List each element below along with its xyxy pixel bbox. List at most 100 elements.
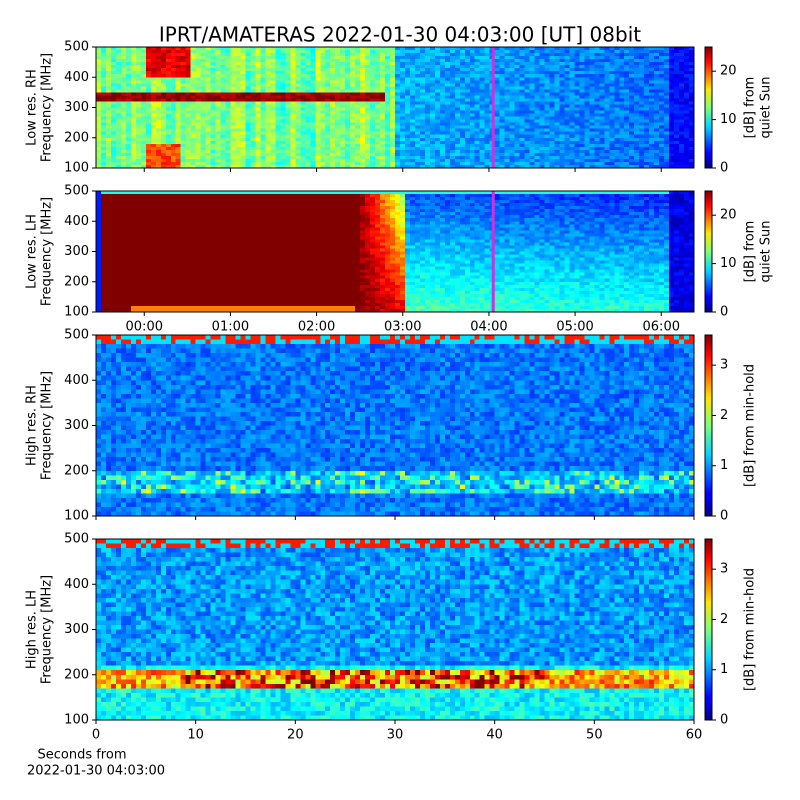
- spectrogram-cell: [230, 65, 236, 69]
- spectrogram-cell: [185, 83, 192, 87]
- spectrogram-cell: [624, 116, 630, 120]
- spectrogram-cell: [429, 98, 436, 102]
- spectrogram-cell: [160, 86, 167, 90]
- spectrogram-cell: [270, 92, 276, 96]
- spectrogram-cell: [399, 77, 406, 81]
- spectrogram-cell: [579, 68, 585, 72]
- spectrogram-cell: [290, 122, 296, 127]
- spectrogram-cell: [345, 131, 351, 136]
- spectrogram-cell: [245, 98, 251, 102]
- spectrogram-cell: [544, 68, 550, 72]
- spectrogram-cell: [190, 110, 197, 114]
- spectrogram-cell: [519, 125, 525, 130]
- spectrogram-cell: [295, 119, 301, 124]
- spectrogram-cell: [320, 122, 326, 127]
- spectrogram-cell: [175, 95, 182, 99]
- spectrogram-cell: [514, 164, 520, 169]
- spectrogram-cell: [310, 131, 316, 136]
- spectrogram-cell: [380, 152, 386, 157]
- spectrogram-cell: [150, 164, 157, 169]
- spectrogram-cell: [165, 122, 172, 127]
- spectrogram-cell: [295, 68, 301, 72]
- spectrogram-cell: [519, 83, 525, 87]
- spectrogram-cell: [414, 65, 421, 69]
- spectrogram-cell: [125, 152, 132, 157]
- spectrogram-cell: [390, 86, 396, 90]
- spectrogram-cell: [539, 95, 545, 99]
- spectrogram-cell: [424, 47, 431, 51]
- spectrogram-cell: [110, 233, 117, 237]
- spectrogram-cell: [429, 65, 436, 69]
- spectrogram-cell: [659, 65, 665, 69]
- spectrogram-cell: [145, 71, 152, 75]
- spectrogram-cell: [115, 110, 122, 114]
- spectrogram-cell: [529, 47, 535, 51]
- spectrogram-cell: [335, 158, 341, 163]
- spectrogram-cell: [370, 149, 376, 154]
- spectrogram-cell: [220, 92, 226, 96]
- spectrogram-cell: [205, 125, 212, 130]
- spectrogram-cell: [529, 164, 535, 169]
- spectrogram-cell: [96, 158, 102, 163]
- spectrogram-cell: [609, 50, 615, 54]
- spectrogram-cell: [320, 80, 326, 84]
- spectrogram-cell: [404, 71, 411, 75]
- spectrogram-cell: [594, 71, 600, 75]
- spectrogram-cell: [669, 95, 675, 99]
- spectrogram-cell: [439, 68, 446, 72]
- spectrogram-cell: [504, 86, 511, 90]
- spectrogram-cell: [629, 86, 635, 90]
- spectrogram-cell: [499, 107, 506, 111]
- spectrogram-cell: [310, 152, 316, 157]
- spectrogram-cell: [250, 131, 256, 136]
- spectrogram-cell: [529, 134, 535, 139]
- spectrogram-cell: [624, 77, 630, 81]
- spectrogram-cell: [155, 101, 162, 105]
- spectrogram-cell: [564, 92, 570, 96]
- spectrogram-cell: [115, 50, 122, 54]
- spectrogram-cell: [599, 143, 605, 148]
- spectrogram-cell: [534, 83, 540, 87]
- spectrogram-cell: [335, 119, 341, 124]
- spectrogram-cell: [614, 140, 620, 145]
- spectrogram-cell: [654, 68, 660, 72]
- spectrogram-cell: [459, 128, 466, 133]
- spectrogram-cell: [270, 110, 276, 114]
- spectrogram-cell: [539, 143, 545, 148]
- spectrogram-cell: [380, 56, 386, 60]
- spectrogram-cell: [220, 98, 226, 102]
- spectrogram-cell: [125, 119, 132, 124]
- spectrogram-cell: [96, 278, 102, 283]
- spectrogram-cell: [310, 71, 316, 75]
- spectrogram-cell: [599, 119, 605, 124]
- spectrogram-cell: [375, 110, 381, 114]
- spectrogram-cell: [340, 119, 346, 124]
- spectrogram-cell: [479, 128, 486, 133]
- spectrogram-cell: [634, 143, 640, 148]
- spectrogram-cell: [140, 149, 147, 154]
- spectrogram-cell: [514, 77, 520, 81]
- spectrogram-cell: [459, 155, 466, 160]
- spectrogram-cell: [330, 110, 336, 114]
- spectrogram-cell: [110, 215, 117, 219]
- spectrogram-cell: [255, 137, 261, 142]
- spectrogram-cell: [414, 116, 421, 120]
- spectrogram-cell: [315, 95, 321, 99]
- spectrogram-cell: [559, 104, 565, 108]
- spectrogram-cell: [399, 95, 406, 99]
- spectrogram-cell: [674, 149, 680, 154]
- spectrogram-cell: [574, 113, 580, 117]
- spectrogram-cell: [409, 65, 416, 69]
- spectrogram-cell: [245, 74, 251, 78]
- spectrogram-cell: [534, 161, 540, 166]
- spectrogram-cell: [464, 65, 471, 69]
- spectrogram-cell: [185, 134, 192, 139]
- spectrogram-cell: [414, 134, 421, 139]
- spectrogram-cell: [340, 143, 346, 148]
- spectrogram-cell: [584, 86, 590, 90]
- spectrogram-cell: [155, 143, 162, 148]
- spectrogram-cell: [335, 89, 341, 93]
- spectrogram-cell: [684, 116, 690, 120]
- spectrogram-cell: [220, 146, 226, 151]
- spectrogram-cell: [310, 86, 316, 90]
